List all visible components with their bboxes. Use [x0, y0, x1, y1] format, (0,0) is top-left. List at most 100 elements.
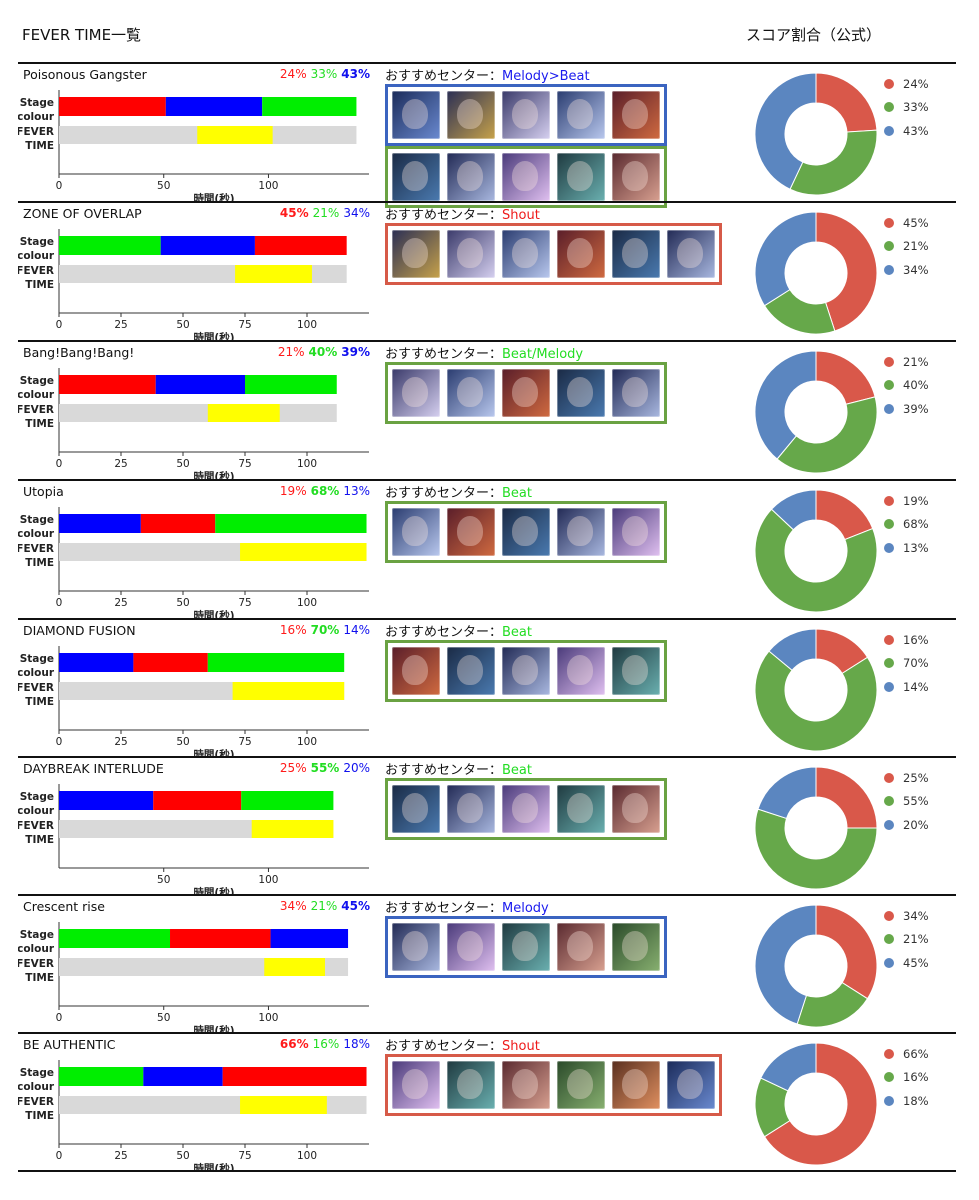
character-card[interactable]	[447, 647, 495, 695]
character-card[interactable]	[447, 508, 495, 556]
character-card[interactable]	[612, 1061, 660, 1109]
score-ratio-donut	[754, 1042, 878, 1166]
recommended-center-label: おすすめセンター：	[385, 347, 503, 362]
character-card[interactable]	[612, 91, 660, 139]
legend-value-red: 16%	[903, 632, 929, 647]
legend-value-green: 55%	[903, 794, 929, 809]
legend-value-blue: 34%	[903, 262, 929, 277]
character-card[interactable]	[447, 369, 495, 417]
fever-time-bar	[235, 265, 312, 283]
legend-value-green: 40%	[903, 378, 929, 393]
character-card[interactable]	[502, 647, 550, 695]
character-card[interactable]	[557, 369, 605, 417]
character-card[interactable]	[392, 153, 440, 201]
character-card[interactable]	[557, 91, 605, 139]
character-card[interactable]	[502, 369, 550, 417]
percent-green: 68%	[310, 484, 340, 498]
score-ratio-donut	[754, 211, 878, 335]
donut-slice-green	[789, 129, 878, 196]
character-card[interactable]	[502, 230, 550, 278]
fever-timeline-chart: Stage colour FEVER TIME 0 25 50 75 100 時間(秒)	[18, 646, 369, 758]
score-percentages: 24% 33% 43%	[218, 67, 370, 81]
song-title: DAYBREAK INTERLUDE	[23, 761, 164, 776]
character-card[interactable]	[447, 1061, 495, 1109]
character-card[interactable]	[447, 230, 495, 278]
x-tick-label: 25	[114, 1150, 127, 1162]
character-card[interactable]	[447, 91, 495, 139]
recommended-center: おすすめセンター：Shout	[385, 1035, 540, 1054]
x-tick-label: 100	[297, 1150, 317, 1162]
character-card[interactable]	[447, 785, 495, 833]
character-card[interactable]	[392, 923, 440, 971]
legend-value-green: 16%	[903, 1070, 929, 1085]
character-card[interactable]	[502, 785, 550, 833]
percent-green: 40%	[308, 345, 338, 359]
song-title: DIAMOND FUSION	[23, 623, 136, 638]
character-card[interactable]	[612, 508, 660, 556]
score-percentages: 16% 70% 14%	[218, 623, 370, 637]
legend-dot-blue	[884, 957, 894, 968]
donut-slice-red	[763, 1042, 878, 1166]
legend-dot-blue	[884, 542, 894, 553]
character-card[interactable]	[392, 91, 440, 139]
character-card[interactable]	[502, 91, 550, 139]
x-tick-label: 25	[114, 597, 127, 609]
recommended-center-label: おすすめセンター：	[385, 763, 503, 778]
card-grid	[385, 916, 667, 978]
character-card[interactable]	[447, 153, 495, 201]
character-card[interactable]	[612, 647, 660, 695]
colour-label: colour	[18, 250, 55, 262]
character-card[interactable]	[667, 1061, 715, 1109]
character-card[interactable]	[612, 369, 660, 417]
character-card[interactable]	[392, 369, 440, 417]
stage-bar-green	[207, 653, 345, 672]
fever-timeline-chart: Stage colour FEVER TIME 50 100 時間(秒)	[18, 784, 369, 896]
character-card[interactable]	[502, 1061, 550, 1109]
character-card[interactable]	[557, 230, 605, 278]
character-card[interactable]	[392, 785, 440, 833]
recommended-center: おすすめセンター：Melody	[385, 897, 549, 916]
song-title: Utopia	[23, 484, 64, 499]
song-title: Crescent rise	[23, 899, 105, 914]
time-label: TIME	[25, 972, 54, 984]
legend-value-red: 66%	[903, 1046, 929, 1061]
stage-bar-green	[59, 929, 171, 948]
character-card[interactable]	[557, 647, 605, 695]
character-card[interactable]	[502, 153, 550, 201]
character-card[interactable]	[392, 647, 440, 695]
character-card[interactable]	[502, 923, 550, 971]
character-card[interactable]	[612, 923, 660, 971]
legend-item-green: 21%	[884, 928, 929, 952]
recommended-center-label: おすすめセンター：	[385, 208, 503, 223]
character-card[interactable]	[392, 508, 440, 556]
x-tick-label: 0	[56, 458, 63, 470]
character-card[interactable]	[667, 230, 715, 278]
x-axis-label: 時間(秒)	[193, 609, 234, 619]
fever-track	[59, 404, 337, 422]
time-label: TIME	[25, 696, 54, 708]
legend-item-red: 34%	[884, 904, 929, 928]
character-card[interactable]	[557, 785, 605, 833]
recommended-center: おすすめセンター：Beat/Melody	[385, 343, 583, 362]
x-tick-label: 75	[238, 736, 251, 748]
percent-blue: 45%	[341, 899, 370, 913]
character-card[interactable]	[612, 785, 660, 833]
bottom-divider	[18, 1170, 956, 1172]
character-card[interactable]	[557, 508, 605, 556]
score-ratio-donut	[754, 72, 878, 196]
stage-bar-blue	[160, 236, 255, 255]
character-card[interactable]	[612, 153, 660, 201]
stage-label: Stage	[20, 97, 54, 109]
character-card[interactable]	[557, 1061, 605, 1109]
character-card[interactable]	[557, 923, 605, 971]
character-card[interactable]	[447, 923, 495, 971]
character-card[interactable]	[557, 153, 605, 201]
character-card[interactable]	[392, 1061, 440, 1109]
card-row-beat	[385, 501, 667, 563]
character-card[interactable]	[502, 508, 550, 556]
legend-value-red: 24%	[903, 76, 929, 91]
character-card[interactable]	[392, 230, 440, 278]
score-ratio-donut	[754, 628, 878, 752]
character-card[interactable]	[612, 230, 660, 278]
legend-value-green: 70%	[903, 656, 929, 671]
